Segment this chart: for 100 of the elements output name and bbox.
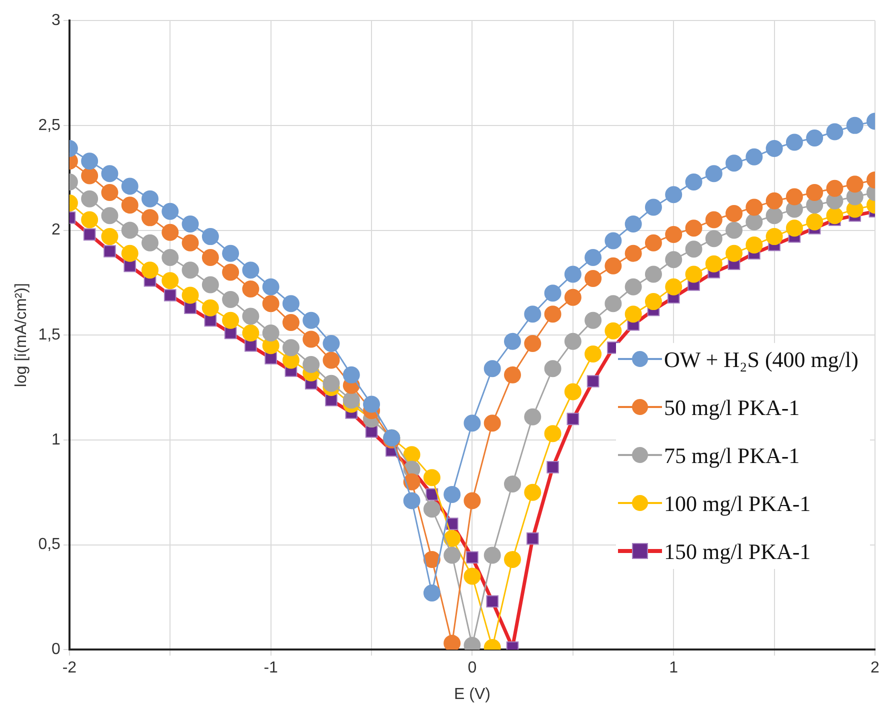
y-tick-label: 3	[52, 12, 61, 30]
point	[685, 174, 702, 191]
point	[444, 530, 461, 547]
point	[705, 230, 722, 248]
point	[182, 215, 199, 232]
point	[504, 366, 521, 384]
point	[302, 356, 320, 373]
point	[464, 568, 481, 585]
point	[142, 190, 158, 208]
point	[786, 134, 803, 151]
point	[81, 167, 98, 184]
point	[826, 180, 844, 197]
point	[685, 220, 702, 237]
point	[564, 288, 582, 306]
legend-label: 75 mg/l PKA-1	[664, 443, 801, 469]
point	[766, 207, 783, 224]
point	[342, 392, 360, 409]
point	[604, 232, 622, 250]
point	[363, 396, 380, 413]
point	[423, 584, 440, 602]
y-tick-label: 2	[52, 222, 61, 239]
point	[604, 257, 622, 274]
point	[464, 414, 481, 432]
point	[564, 383, 582, 400]
y-tick-label: 0,5	[38, 536, 61, 554]
point	[121, 178, 138, 195]
point	[624, 278, 642, 296]
point	[444, 486, 461, 503]
point	[464, 492, 481, 510]
point	[322, 334, 340, 352]
point	[403, 473, 420, 490]
point	[746, 213, 763, 230]
y-axis-title: log [i(mA/cm²)]	[13, 283, 30, 388]
point	[685, 240, 702, 258]
point	[544, 284, 562, 302]
point	[403, 492, 420, 510]
y-tick-label: 0	[52, 641, 61, 658]
point	[624, 306, 642, 323]
point	[242, 262, 260, 279]
point	[644, 293, 662, 310]
legend-label: 50 mg/l PKA-1	[664, 395, 801, 421]
point	[121, 222, 138, 239]
y-tick-label: 1,5	[38, 326, 61, 344]
point	[101, 207, 118, 224]
point	[746, 148, 763, 166]
point	[766, 192, 783, 210]
x-tick-label: 2	[870, 660, 880, 677]
point	[162, 272, 179, 290]
point	[403, 446, 420, 464]
point	[644, 266, 662, 283]
point	[826, 207, 844, 224]
point	[786, 188, 803, 206]
point	[624, 244, 642, 262]
point	[846, 176, 864, 193]
point	[584, 345, 602, 362]
point	[142, 262, 158, 279]
point	[644, 234, 662, 252]
point	[726, 204, 743, 222]
point	[81, 190, 98, 208]
point	[806, 213, 824, 230]
point	[544, 360, 562, 378]
point	[162, 224, 179, 241]
x-tick-label: 1	[669, 660, 678, 677]
point	[444, 546, 461, 564]
point	[584, 249, 602, 266]
point	[504, 332, 521, 350]
point	[142, 234, 158, 252]
point	[544, 306, 562, 323]
point	[665, 278, 682, 296]
point	[101, 165, 118, 182]
point	[504, 550, 521, 568]
point	[524, 334, 542, 352]
point	[665, 251, 682, 268]
point	[202, 276, 219, 294]
point	[685, 266, 702, 283]
x-tick-label: -1	[264, 660, 278, 677]
point	[504, 475, 521, 492]
point	[222, 312, 240, 329]
point	[162, 249, 179, 266]
point	[322, 352, 340, 369]
point	[665, 226, 682, 243]
point	[282, 339, 300, 356]
point	[484, 414, 501, 432]
point	[726, 154, 743, 172]
point	[262, 295, 280, 312]
y-tick-label: 1	[52, 431, 61, 448]
legend-label: OW + H₂S (400 mg/l)	[664, 347, 860, 373]
point	[624, 215, 642, 232]
point	[262, 324, 280, 342]
point	[81, 211, 98, 228]
point	[242, 308, 260, 325]
point	[342, 366, 360, 384]
point	[182, 262, 199, 279]
point	[524, 408, 542, 426]
point	[826, 123, 844, 140]
point	[644, 198, 662, 216]
point	[182, 286, 199, 304]
point	[766, 140, 783, 157]
point	[705, 255, 722, 272]
point	[524, 484, 542, 501]
